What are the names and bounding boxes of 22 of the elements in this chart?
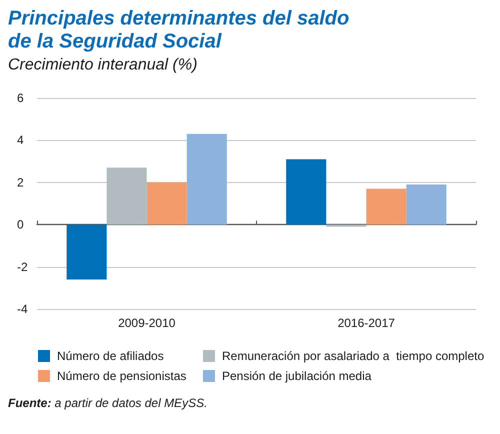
y-tick-label: 4 <box>17 133 24 148</box>
y-tick-label: -4 <box>17 302 28 316</box>
bar <box>106 168 147 225</box>
legend-label: Número de afiliados <box>57 349 164 363</box>
y-tick-label: 0 <box>17 218 24 232</box>
legend-label: Número de pensionistas <box>57 369 186 383</box>
bar <box>406 184 446 225</box>
bar <box>66 224 107 280</box>
bar <box>366 188 406 225</box>
y-tick-label: -2 <box>17 260 28 274</box>
y-tick-label: 2 <box>17 175 24 190</box>
y-tick-label: 6 <box>17 91 24 105</box>
legend-label: Pensión de jubilación media <box>222 369 372 383</box>
chart-title: Principales determinantes del saldo de la Seguridad Social <box>8 8 355 52</box>
bar <box>186 134 227 225</box>
source-note: Fuente: a partir de datos del MEySS. <box>8 396 208 410</box>
x-tick-label: 2016-2017 <box>338 316 396 330</box>
chart-subtitle: Crecimiento interanual (%) <box>8 56 198 74</box>
bar <box>286 159 326 225</box>
bar <box>146 182 187 225</box>
x-tick-label: 2009-2010 <box>118 316 176 330</box>
legend-label: Remuneración por asalariado a tiempo completo <box>222 349 484 363</box>
